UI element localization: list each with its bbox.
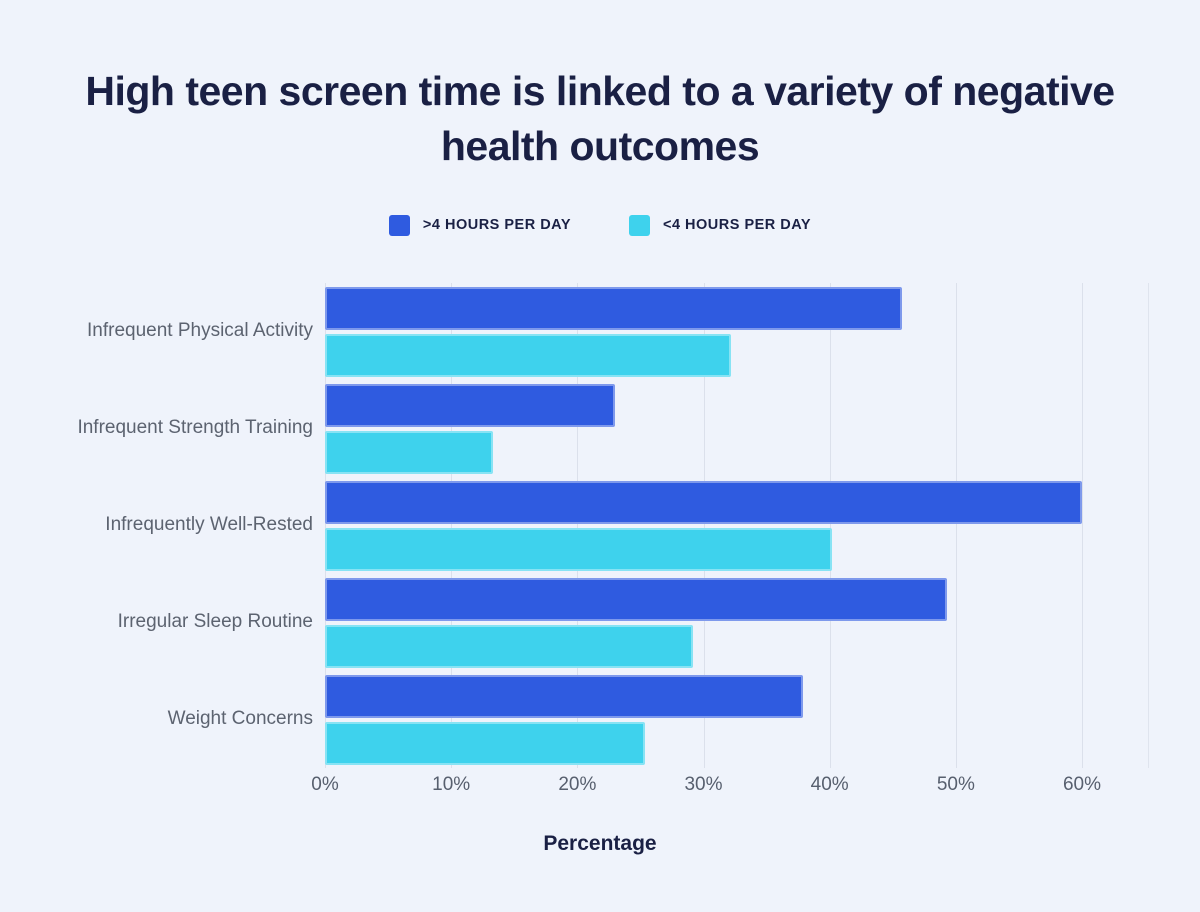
x-axis-ticks: 0% 10% 20% 30% 40% 50% 60% [311,770,1101,800]
bar-group [325,283,1082,380]
x-axis-title: Percentage [543,832,657,856]
legend-label: <4 HOURS PER DAY [663,217,812,234]
category-label-cell: Irregular Sleep Routine [0,574,313,671]
chart-title: High teen screen time is linked to a var… [85,68,1115,169]
bar-under-4-hours [325,527,833,571]
bar-group [325,380,1082,477]
gridline [1082,283,1083,769]
category-label: Irregular Sleep Routine [117,611,313,633]
bar-group [325,574,1082,671]
gridline [703,283,705,769]
x-tick-label: 50% [936,774,975,796]
x-tick-label: 20% [558,774,597,796]
bar-over-4-hours [325,674,804,718]
x-tick-label: 10% [432,774,471,796]
x-tick-label: 40% [810,774,849,796]
legend-swatch-icon [388,214,410,236]
bar-group [325,671,1082,768]
legend-swatch-icon [629,214,650,236]
x-tick-label: 0% [311,774,339,796]
x-tick-label: 60% [1062,774,1102,796]
gridline [829,283,831,769]
category-label: Weight Concerns [167,708,313,730]
legend-label: >4 HOURS PER DAY [422,217,571,234]
gridline [577,283,579,769]
gridline [451,283,453,769]
bar-group [325,477,1082,574]
gridline [325,283,326,769]
bar-over-4-hours [325,480,1082,524]
bar-under-4-hours [325,333,732,377]
category-label: Infrequent Strength Training [77,417,313,439]
x-tick-label: 30% [684,774,723,796]
plot-area [325,283,1083,769]
bar-under-4-hours [325,624,694,668]
plot-wrapper [325,283,1149,769]
category-label: Infrequent Physical Activity [87,320,313,342]
bar-over-4-hours [325,383,616,427]
category-label-cell: Infrequently Well-Rested [0,477,313,574]
category-label-cell: Weight Concerns [0,671,313,768]
category-label: Infrequently Well-Rested [105,514,313,536]
legend-item: >4 HOURS PER DAY [388,214,571,236]
category-label-cell: Infrequent Strength Training [0,380,313,477]
bar-over-4-hours [325,577,947,621]
bar-under-4-hours [325,430,493,474]
bar-over-4-hours [325,286,902,330]
gridline [955,283,957,769]
bar-chart: Infrequent Physical Activity Infrequent S… [0,283,1200,769]
category-labels: Infrequent Physical Activity Infrequent S… [0,283,325,768]
category-label-cell: Infrequent Physical Activity [0,283,313,380]
legend: >4 HOURS PER DAY <4 HOURS PER DAY [0,213,1200,237]
bar-under-4-hours [325,721,646,765]
legend-item: <4 HOURS PER DAY [629,214,812,236]
